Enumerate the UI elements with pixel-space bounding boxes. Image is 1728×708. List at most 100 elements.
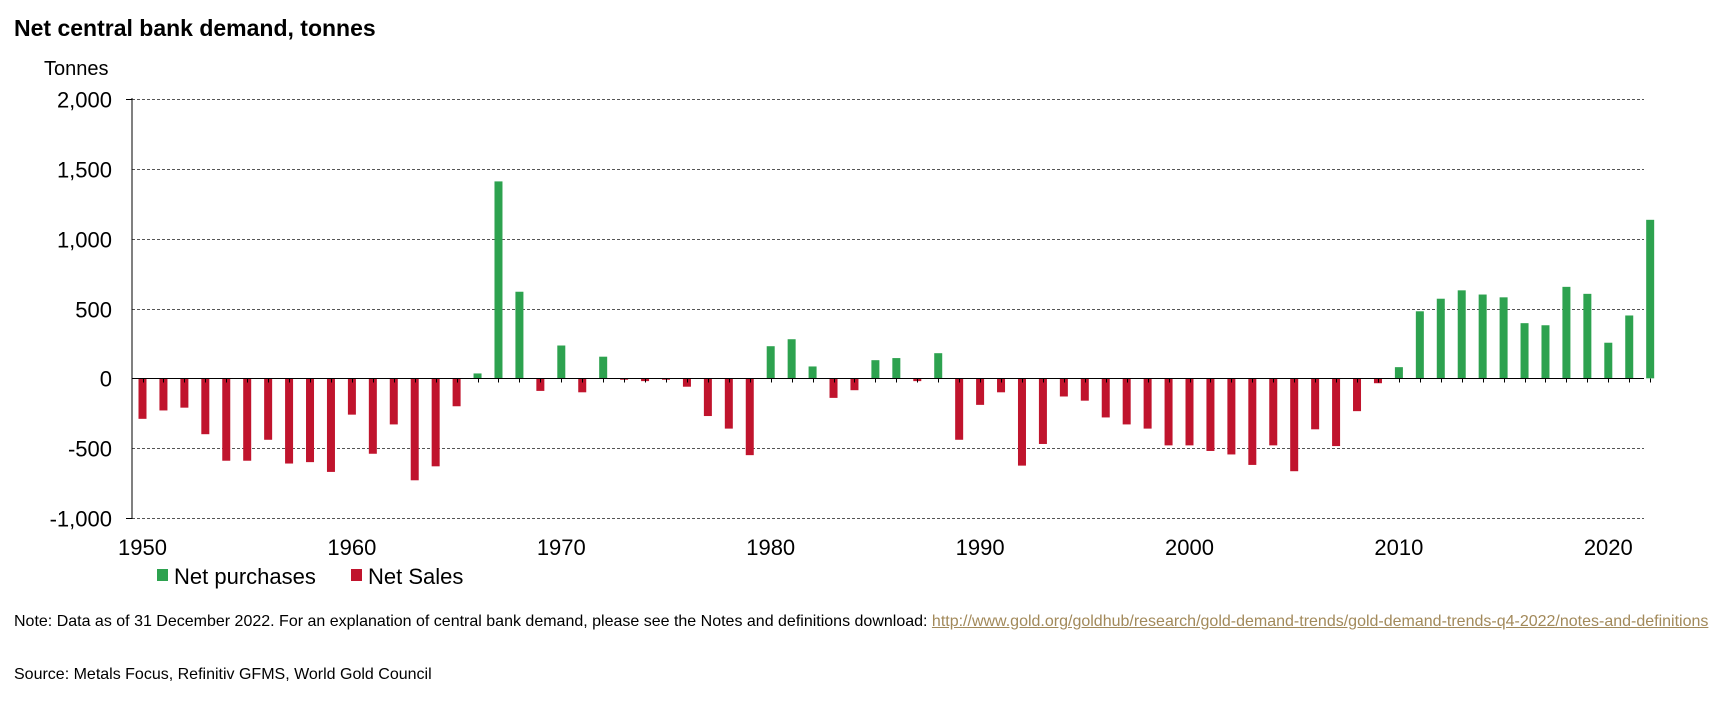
y-tick-label: -1,000 (50, 507, 112, 532)
bar-net-sale (1185, 378, 1194, 446)
bar-net-sale (829, 378, 838, 398)
bar-net-purchase (787, 339, 796, 379)
bar-net-purchase (1520, 323, 1529, 379)
bar-net-purchase (871, 360, 880, 379)
bar-net-purchase (1625, 315, 1634, 379)
y-tick-label: 500 (75, 298, 112, 323)
bar-net-sale (1017, 378, 1026, 466)
y-axis-label: Tonnes (44, 58, 109, 80)
bar-net-sale (222, 378, 231, 461)
bar-net-sale (180, 378, 189, 408)
bar-net-sale (1290, 378, 1299, 472)
chart-source: Source: Metals Focus, Refinitiv GFMS, Wo… (14, 666, 432, 683)
bar-net-sale (201, 378, 210, 435)
bar-net-purchase (1541, 325, 1550, 379)
bar-net-purchase (1394, 367, 1403, 379)
chart-title: Net central bank demand, tonnes (14, 15, 376, 41)
bar-net-purchase (599, 356, 608, 379)
bar-net-purchase (1436, 298, 1445, 379)
bar-net-purchase (1478, 294, 1487, 379)
bar-net-sale (326, 378, 335, 472)
bar-net-purchase (766, 346, 775, 379)
bar-net-sale (138, 378, 147, 419)
bar-net-purchase (1646, 219, 1655, 379)
bar-net-sale (368, 378, 377, 454)
x-tick-label: 1960 (327, 535, 376, 560)
bar-net-sale (306, 378, 315, 463)
bar-net-purchase (473, 373, 482, 379)
bar-net-sale (1101, 378, 1110, 418)
bar-net-sale (724, 378, 733, 429)
x-tick-label: 2000 (1165, 535, 1214, 560)
bar-net-purchase (808, 366, 817, 379)
y-tick-label: 1,500 (57, 158, 112, 183)
chart-note: Note: Data as of 31 December 2022. For a… (14, 613, 1719, 631)
bar-net-sale (389, 378, 398, 425)
legend: Net purchases Net Sales (157, 564, 463, 589)
bar-net-purchase (1457, 290, 1466, 379)
bar-net-sale (431, 378, 440, 467)
axes (126, 98, 1651, 519)
x-tick-label: 2020 (1584, 535, 1633, 560)
x-tick-label: 2010 (1374, 535, 1423, 560)
x-tick-labels: 1950 1960 1970 1980 1990 2000 2010 2020 (118, 535, 1633, 560)
bar-net-purchase (557, 345, 566, 379)
bar-net-purchase (515, 291, 524, 379)
bar-net-sale (1311, 378, 1320, 430)
x-tick-label: 1990 (956, 535, 1005, 560)
bar-net-sale (452, 378, 461, 407)
bar-net-sale (1080, 378, 1089, 401)
note-text: Note: Data as of 31 December 2022. For a… (14, 613, 932, 630)
bar-net-sale (159, 378, 168, 411)
bars (138, 181, 1655, 481)
chart: Tonnes 2,000 1,500 1,000 500 0 -500 -1,000 195… (44, 58, 1655, 589)
bar-net-sale (243, 378, 252, 461)
bar-net-purchase (892, 358, 901, 379)
legend-label-sales: Net Sales (368, 564, 463, 589)
bar-net-purchase (1415, 311, 1424, 379)
y-tick-label: 1,000 (57, 228, 112, 253)
bar-net-sale (703, 378, 712, 417)
bar-net-sale (997, 378, 1006, 393)
bar-net-sale (1206, 378, 1215, 451)
gridlines (132, 99, 1644, 519)
bar-net-purchase (1499, 297, 1508, 379)
x-tick-label: 1980 (746, 535, 795, 560)
bar-net-sale (1373, 378, 1382, 384)
bar-net-sale (1122, 378, 1131, 425)
y-tick-labels: 2,000 1,500 1,000 500 0 -500 -1,000 (50, 88, 112, 532)
legend-swatch-sales (351, 569, 362, 581)
notes-definitions-link[interactable]: http://www.gold.org/goldhub/research/gol… (931, 613, 1709, 630)
bar-net-sale (745, 378, 754, 456)
bar-net-sale (1269, 378, 1278, 446)
legend-swatch-purchases (157, 569, 168, 581)
legend-label-purchases: Net purchases (174, 564, 316, 589)
bar-net-sale (682, 378, 691, 387)
bar-net-sale (578, 378, 587, 393)
bar-net-sale (1227, 378, 1236, 455)
bar-net-sale (264, 378, 273, 440)
bar-net-sale (410, 378, 419, 481)
bar-net-sale (976, 378, 985, 405)
bar-net-sale (1353, 378, 1362, 412)
bar-net-sale (536, 378, 545, 391)
bar-net-purchase (1583, 293, 1592, 379)
y-tick-label: -500 (68, 437, 112, 462)
bar-net-sale (347, 378, 356, 415)
y-tick-label: 2,000 (57, 88, 112, 113)
bar-net-sale (285, 378, 294, 464)
bar-net-purchase (934, 353, 943, 379)
y-tick-label: 0 (100, 367, 112, 392)
bar-net-purchase (1562, 286, 1571, 379)
bar-net-sale (1164, 378, 1173, 446)
bar-net-sale (1248, 378, 1257, 465)
bar-net-sale (955, 378, 964, 440)
bar-net-purchase (494, 181, 503, 379)
bar-net-sale (1332, 378, 1341, 447)
bar-net-sale (1143, 378, 1152, 429)
x-tick-label: 1950 (118, 535, 167, 560)
bar-net-purchase (1604, 342, 1613, 379)
bar-net-sale (1059, 378, 1068, 397)
bar-net-sale (1038, 378, 1047, 444)
bar-net-sale (850, 378, 859, 391)
